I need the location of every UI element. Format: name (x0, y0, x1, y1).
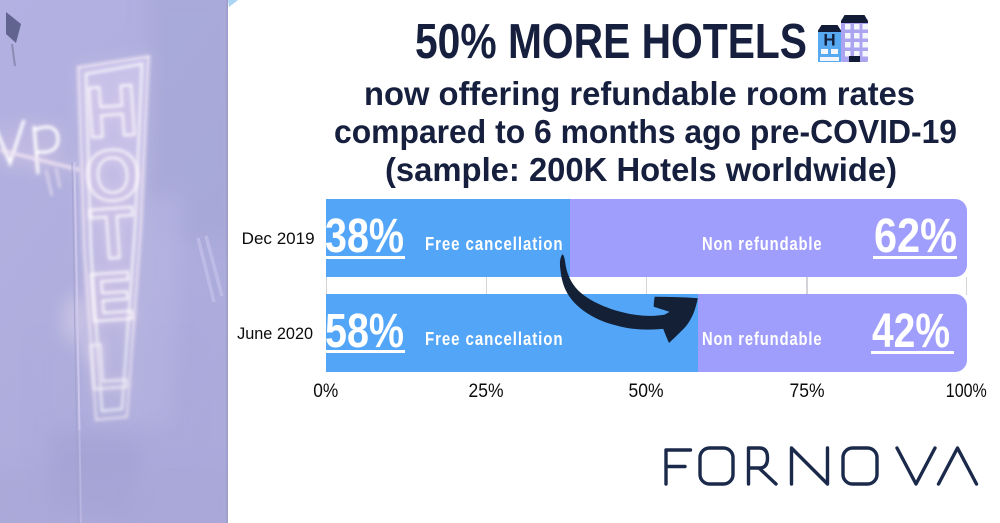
svg-text:T: T (88, 193, 137, 276)
svg-text:H: H (83, 70, 140, 153)
svg-text:E: E (86, 258, 137, 337)
svg-text:H: H (83, 70, 140, 153)
svg-text:O: O (82, 134, 143, 218)
svg-text:O: O (82, 134, 143, 218)
svg-text:H: H (823, 31, 835, 50)
svg-text:T: T (88, 193, 137, 276)
svg-text:E: E (86, 258, 137, 337)
